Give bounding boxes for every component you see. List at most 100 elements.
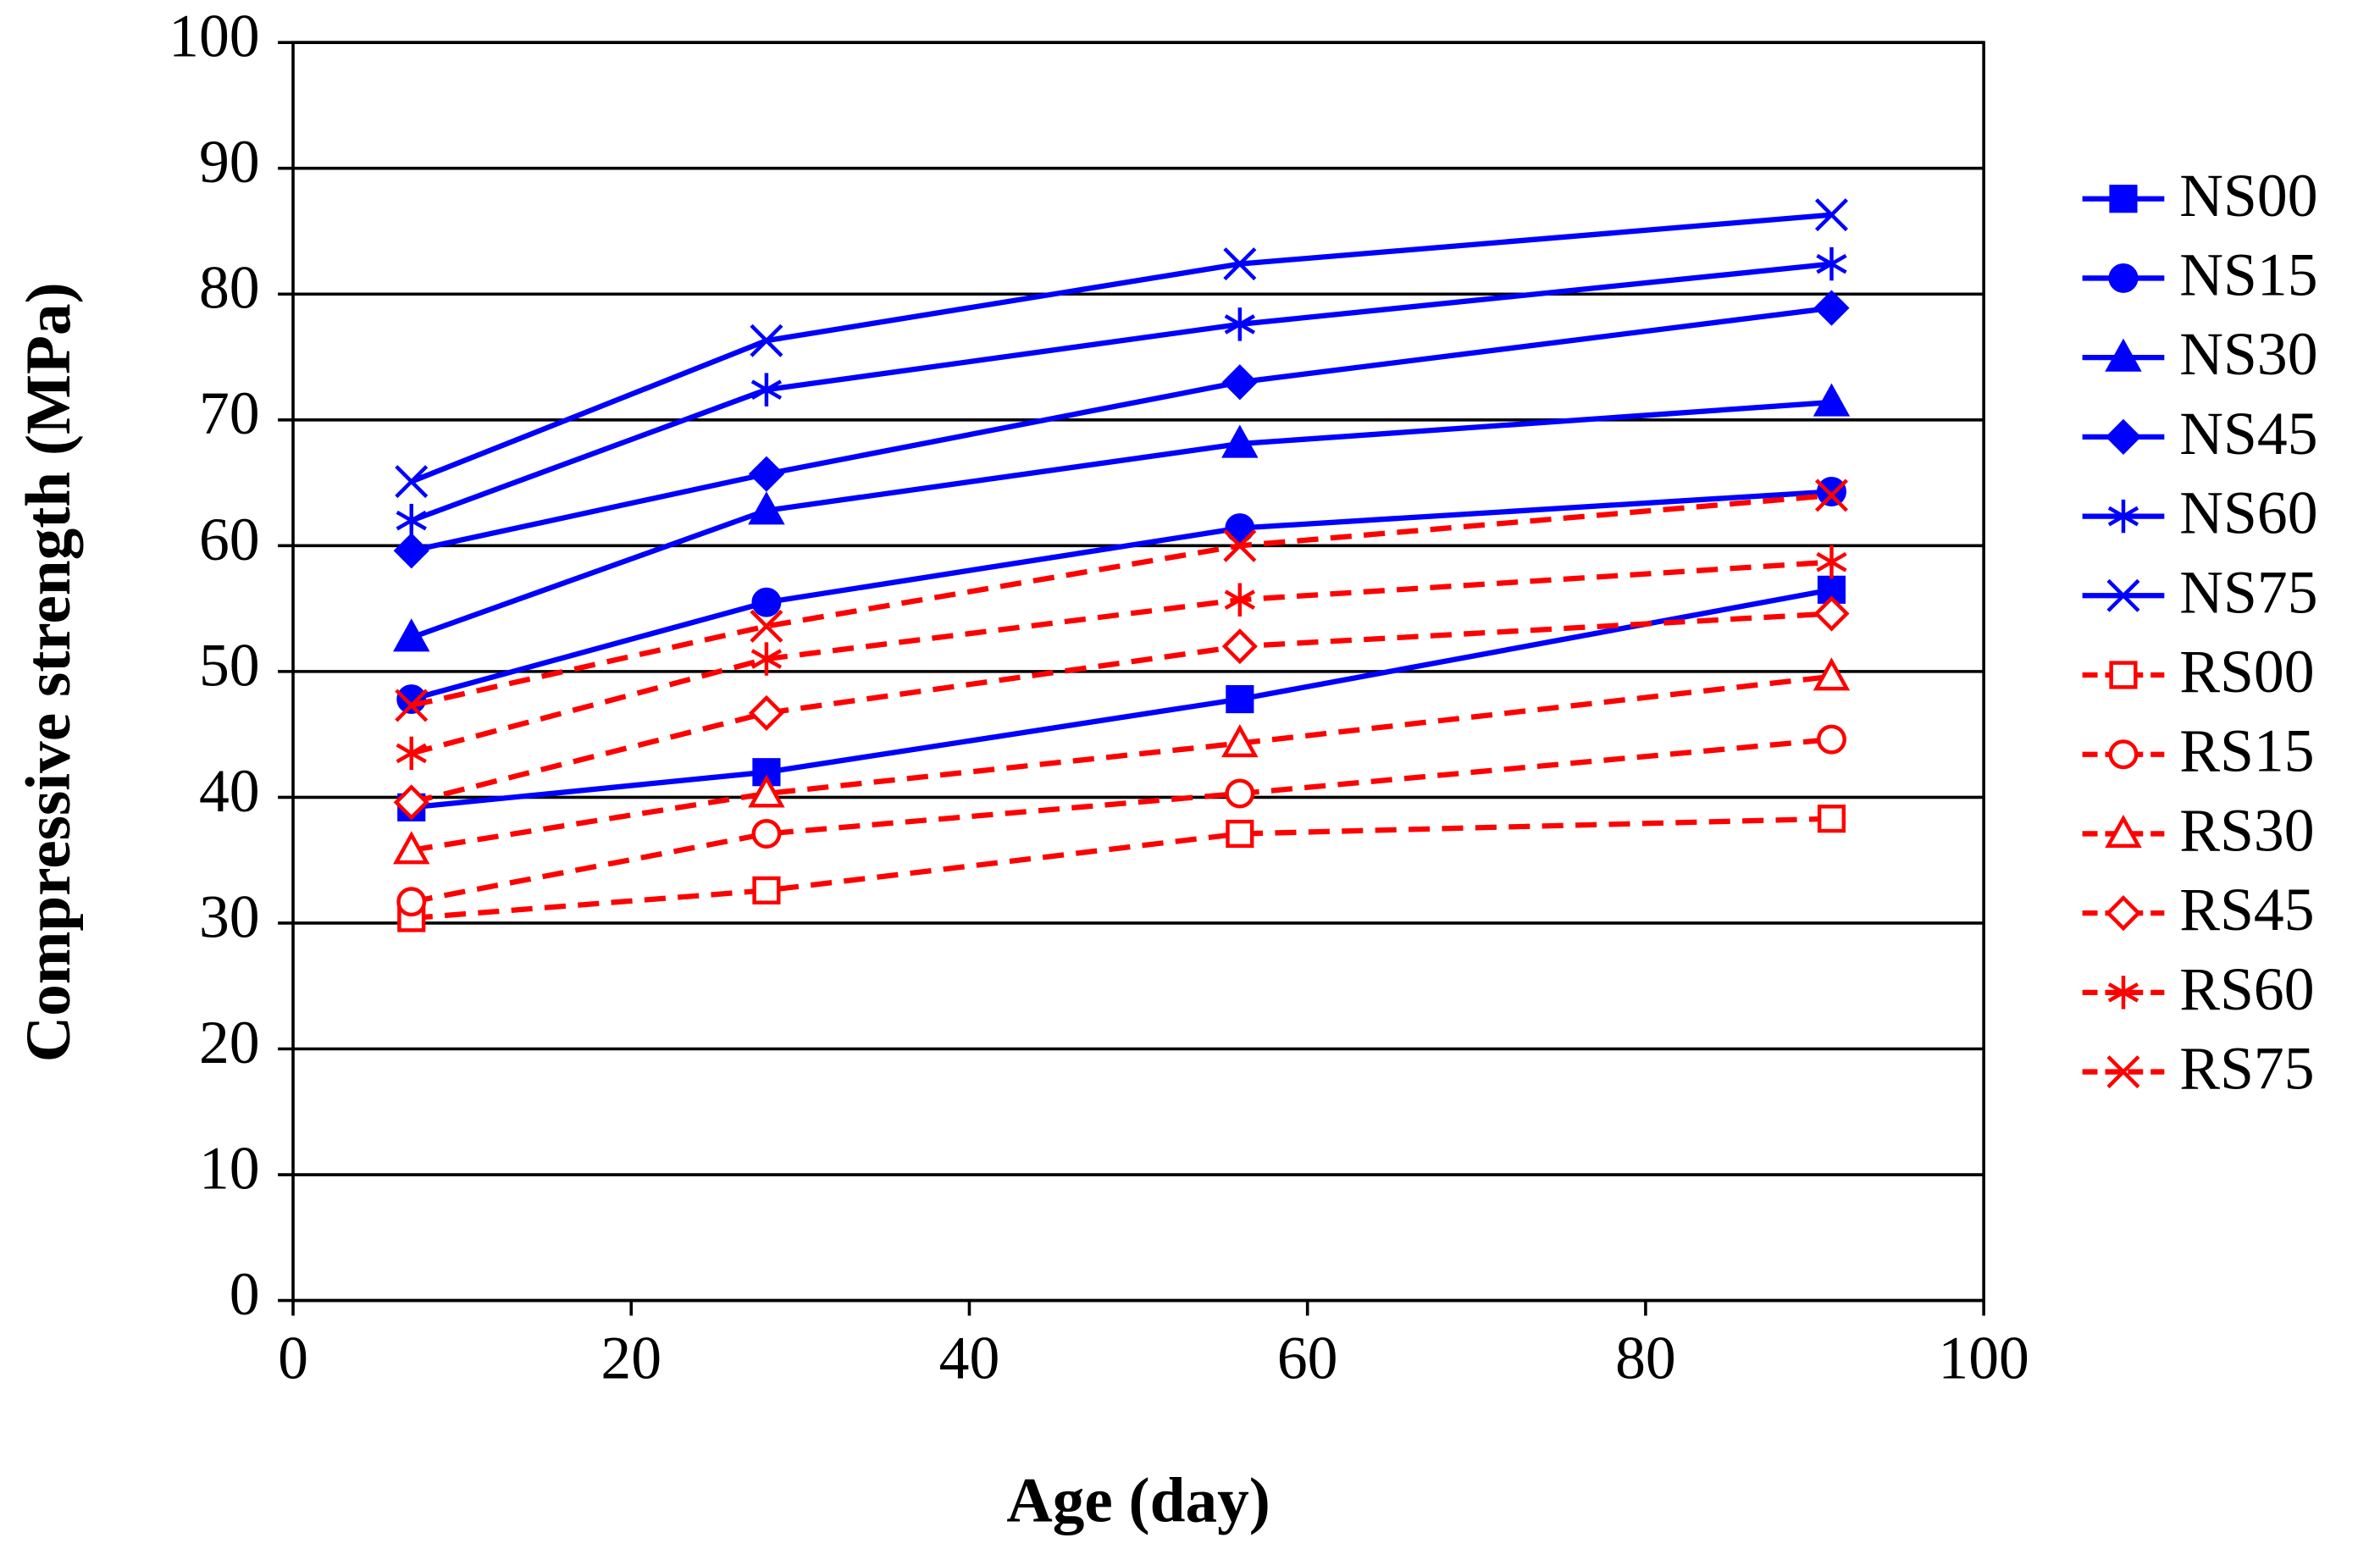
marker [748,491,785,525]
marker-shape [2105,338,2142,372]
marker-shape [1223,247,1257,281]
marker-shape [748,774,785,808]
marker-shape [752,876,781,904]
marker-shape [1816,551,1847,573]
marker [748,774,785,808]
marker-shape [1225,778,1255,809]
marker-shape [751,819,782,849]
y-tick-label: 0 [230,1260,260,1328]
marker-shape [396,684,427,715]
marker [1223,247,1257,281]
marker [748,456,785,492]
marker [1816,545,1847,579]
marker [751,819,782,849]
marker [1813,383,1851,417]
marker [2109,661,2138,689]
x-tick-label: 80 [1615,1324,1676,1391]
marker [2105,814,2142,849]
legend-label: NS75 [2179,558,2317,626]
marker [1223,528,1257,562]
marker [1814,479,1848,512]
marker [1225,513,1255,544]
marker-shape [2108,263,2139,293]
legend-label: NS15 [2179,241,2317,308]
x-tick-label: 40 [939,1324,1000,1391]
marker-shape [2106,1055,2140,1089]
marker [1221,724,1259,758]
legend-label: NS45 [2179,400,2317,467]
x-tick-label: 20 [601,1324,661,1391]
marker-shape [2106,578,2140,612]
y-tick-label: 100 [169,3,259,70]
marker [750,642,783,676]
marker-shape [1221,724,1259,758]
marker-shape [393,618,430,652]
marker [395,465,429,499]
marker-shape [1221,628,1258,665]
marker-shape [750,649,783,669]
marker-shape [751,587,782,617]
marker [1224,307,1255,341]
marker-shape [1813,657,1851,691]
marker [1817,476,1846,506]
marker [750,609,783,643]
marker [1813,290,1850,326]
marker [2109,185,2138,213]
marker-shape [395,689,429,722]
marker-shape [2105,418,2142,455]
marker [1814,198,1848,232]
marker-shape [1813,595,1850,632]
series-line [411,305,1832,554]
marker-shape [396,510,427,531]
legend-label: RS30 [2179,796,2314,864]
series-line [411,492,1832,709]
marker-shape [393,533,429,569]
y-tick-label: 30 [199,882,260,950]
marker-shape [748,491,785,525]
marker-shape [2107,506,2139,527]
y-tick-label: 20 [199,1009,260,1076]
marker [395,689,429,722]
marker-shape [750,324,783,357]
x-tick-label: 60 [1277,1324,1338,1391]
marker-shape [748,456,785,492]
marker [2106,578,2140,612]
marker [2108,263,2139,293]
marker [2105,338,2142,372]
y-tick-label: 80 [199,254,260,322]
series-line [410,399,1832,640]
marker-shape [1817,805,1846,833]
marker [1813,657,1851,691]
marker [752,876,781,904]
marker [2108,739,2139,770]
marker [2107,976,2139,1010]
marker-shape [2109,185,2138,213]
marker [1816,246,1847,281]
marker [1226,684,1254,714]
marker [2106,1055,2140,1089]
marker-shape [1814,198,1848,232]
x-tick-label: 100 [1938,1324,2029,1391]
plot-frame [291,41,1985,1303]
marker-shape [750,379,783,400]
marker-shape [1224,314,1255,335]
marker [1221,628,1258,665]
marker-shape [1813,290,1850,326]
marker [393,533,429,569]
marker [396,736,427,771]
marker-shape [1225,513,1255,544]
y-tick-label: 60 [199,506,260,573]
marker [396,887,427,917]
legend-label: RS75 [2179,1035,2314,1103]
marker-shape [1221,424,1259,458]
legend-label: RS60 [2179,955,2314,1023]
series-line [410,559,1832,756]
legend-label: RS15 [2179,717,2314,785]
marker [748,694,785,731]
marker-shape [393,784,429,821]
marker-shape [2107,982,2139,1003]
legend-label: NS60 [2179,479,2317,547]
y-tick-label: 50 [199,631,260,699]
marker [1813,595,1850,632]
